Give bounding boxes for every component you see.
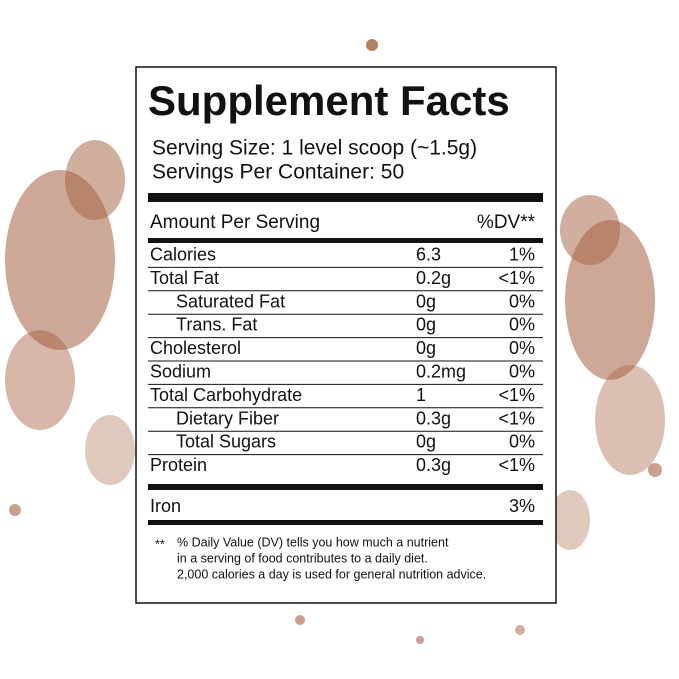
- footnote-marker: **: [155, 537, 165, 551]
- nutrient-dv: <1%: [498, 385, 535, 405]
- nutrient-dv: <1%: [498, 408, 535, 428]
- serving-size: Serving Size: 1 level scoop (~1.5g): [152, 137, 477, 160]
- footnote-line: in a serving of food contributes to a da…: [177, 551, 428, 565]
- cocoa-powder: [5, 39, 665, 644]
- other-rows: Iron 3%: [150, 496, 535, 516]
- thick-rule: [148, 238, 543, 243]
- thick-rule: [148, 520, 543, 525]
- nutrient-amount: 0g: [416, 291, 436, 311]
- nutrient-name: Dietary Fiber: [176, 408, 279, 428]
- nutrient-name: Cholesterol: [150, 338, 241, 358]
- nutrient-amount: 0g: [416, 338, 436, 358]
- nutrient-amount: 0g: [416, 432, 436, 452]
- nutrient-name: Total Carbohydrate: [150, 385, 302, 405]
- nutrient-name: Iron: [150, 496, 181, 516]
- thick-rule: [148, 484, 543, 490]
- nutrient-dv: 1%: [509, 244, 535, 264]
- nutrient-name: Protein: [150, 455, 207, 475]
- nutrient-amount: 0.2g: [416, 268, 451, 288]
- nutrient-amount: 6.3: [416, 244, 441, 264]
- nutrient-name: Calories: [150, 244, 216, 264]
- nutrient-dv: 0%: [509, 361, 535, 381]
- nutrient-amount: 0.3g: [416, 408, 451, 428]
- nutrient-rows: Calories 6.3 1% Total Fat 0.2g <1% Saturated F…: [148, 244, 543, 475]
- footnote-line: 2,000 calories a day is used for general…: [177, 567, 486, 581]
- footnote-line: % Daily Value (DV) tells you how much a …: [177, 535, 449, 549]
- nutrient-dv: 0%: [509, 315, 535, 335]
- nutrient-amount: 0.2mg: [416, 361, 466, 381]
- nutrient-dv: 3%: [509, 496, 535, 516]
- nutrient-dv: <1%: [498, 268, 535, 288]
- dv-header: %DV**: [477, 212, 536, 233]
- nutrient-amount: 0.3g: [416, 455, 451, 475]
- amount-header: Amount Per Serving: [150, 212, 320, 233]
- nutrient-name: Trans. Fat: [176, 315, 257, 335]
- nutrient-dv: 0%: [509, 338, 535, 358]
- nutrient-name: Total Sugars: [176, 432, 276, 452]
- thick-rule: [148, 193, 543, 202]
- nutrient-dv: <1%: [498, 455, 535, 475]
- nutrient-amount: 0g: [416, 315, 436, 335]
- nutrient-name: Saturated Fat: [176, 291, 285, 311]
- footnote: % Daily Value (DV) tells you how much a …: [177, 535, 486, 581]
- nutrient-dv: 0%: [509, 432, 535, 452]
- label-box: [135, 66, 557, 604]
- nutrient-name: Total Fat: [150, 268, 219, 288]
- nutrient-amount: 1: [416, 385, 426, 405]
- nutrient-dv: 0%: [509, 291, 535, 311]
- nutrient-name: Sodium: [150, 361, 211, 381]
- servings-per-container: Servings Per Container: 50: [152, 161, 404, 184]
- label-title: Supplement Facts: [148, 77, 510, 124]
